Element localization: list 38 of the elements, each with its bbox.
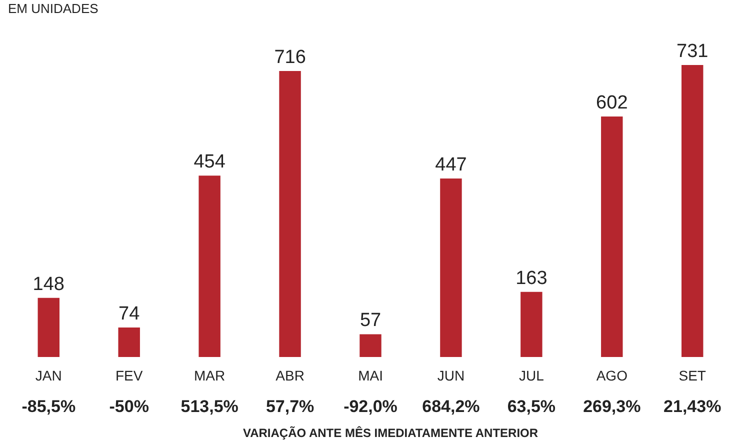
bar [198,176,220,357]
text: 269,3% [583,397,641,416]
data-label: 163 [516,268,548,289]
data-label: 148 [32,274,64,295]
text: -85,5% [22,397,76,416]
text: -50% [109,397,149,416]
bar [118,327,140,357]
x-tick-label: FEV [115,368,144,384]
bar [520,292,542,357]
data-label: 57 [360,310,382,332]
data-label: 447 [435,154,467,176]
bar [682,65,704,357]
x-tick-label: MAR [194,368,226,384]
text: 57,7% [266,397,314,416]
x-tick-label: ABR [276,368,304,384]
bar [279,70,301,357]
x-tick-label: MAI [358,368,383,384]
chart-subtitle: EM UNIDADES [8,1,99,16]
text: 63,5% [507,397,556,416]
text: VARIAÇÃO ANTE MÊS IMEDIATAMENTE ANTERIOR [242,426,538,440]
x-tick-label: JAN [35,368,62,384]
text: -92,0% [344,397,398,416]
bar [360,334,382,357]
x-tick-label: JUL [518,368,544,384]
text: 684,2% [422,397,480,416]
x-tick-label: SET [678,368,706,384]
data-label: 716 [274,46,306,68]
data-label: 74 [118,303,140,324]
bar [601,116,623,357]
bar [38,298,60,357]
x-tick-label: JUN [437,368,465,384]
x-tick-label: AGO [596,368,628,384]
bar [440,178,462,357]
data-label: 602 [596,92,628,114]
data-label: 731 [676,41,708,62]
data-label: 454 [194,152,226,173]
text: 21,43% [664,397,722,416]
text: 513,5% [180,397,238,416]
